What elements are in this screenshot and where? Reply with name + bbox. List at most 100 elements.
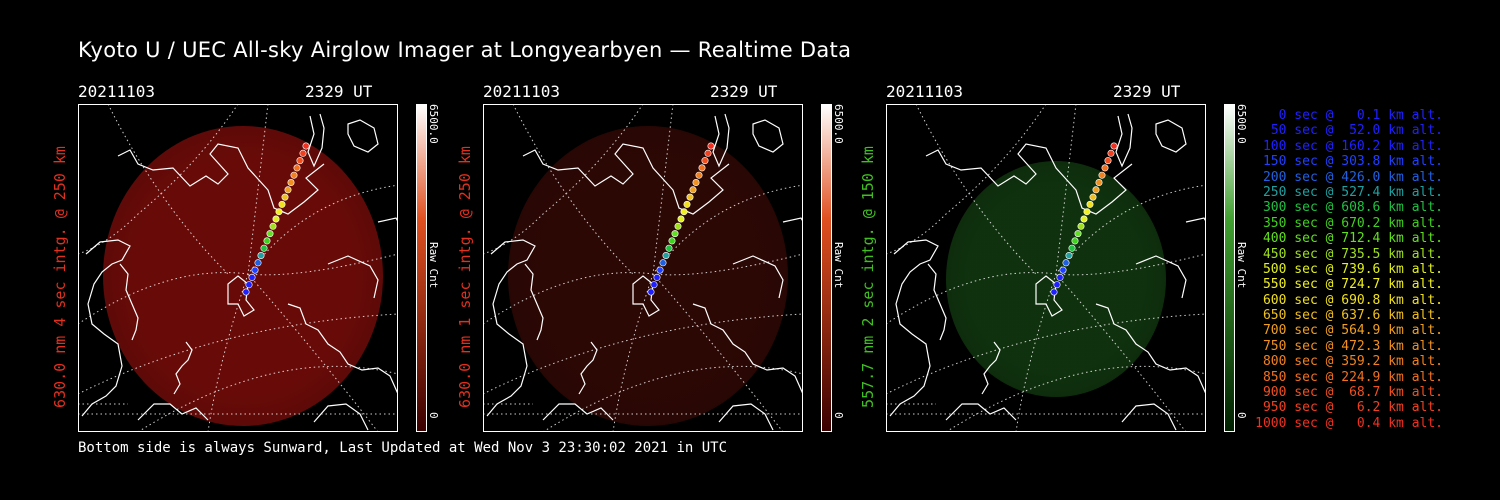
- coastline-segment: [945, 403, 1017, 421]
- coastline-segment: [486, 239, 536, 417]
- trajectory-point: [1092, 186, 1100, 194]
- trajectory-point: [1068, 244, 1076, 252]
- trajectory-point: [278, 200, 286, 208]
- coastline-segment: [752, 119, 784, 153]
- coastline-segment: [981, 341, 1001, 395]
- grid-line: [886, 104, 1047, 255]
- trajectory-point: [302, 142, 310, 150]
- coastline-segment: [137, 403, 209, 421]
- allsky-image: [886, 104, 1206, 432]
- legend-entry: 800 sec @ 359.2 km alt.: [1262, 354, 1443, 370]
- coastline: [81, 113, 398, 431]
- trajectory-point: [254, 259, 262, 267]
- trajectory-point: [701, 157, 709, 165]
- colorbar-min-label-text: 0: [1235, 412, 1248, 419]
- colorbar-unit-label: Raw Cnt: [1234, 242, 1250, 302]
- trajectory-point: [1083, 208, 1091, 216]
- grid-line: [945, 365, 1206, 432]
- trajectory-point: [707, 142, 715, 150]
- trajectory-point: [659, 259, 667, 267]
- legend-entry: 250 sec @ 527.4 km alt.: [1262, 184, 1443, 200]
- trajectory-point: [287, 179, 295, 187]
- grid-line: [78, 313, 398, 395]
- trajectory-point: [1101, 164, 1109, 172]
- grid-line: [1055, 184, 1206, 275]
- trajectory-point: [266, 230, 274, 238]
- wavelength-label-text: 557.7 nm 2 sec intg. @ 150 km: [859, 146, 877, 408]
- airglow-field: [508, 126, 788, 426]
- coastline-segment: [522, 143, 730, 215]
- image-frame: [886, 104, 1206, 432]
- panel-wavelength-label: 557.7 nm 2 sec intg. @ 150 km: [856, 102, 880, 452]
- legend-entry: 350 sec @ 670.2 km alt.: [1262, 215, 1443, 231]
- coastline-segment: [287, 303, 398, 398]
- coastline-segment: [1035, 275, 1063, 317]
- legend-entry: 550 sec @ 724.7 km alt.: [1262, 277, 1443, 293]
- colorbar-unit-label-text: Raw Cnt: [832, 242, 845, 289]
- allsky-image: [483, 104, 803, 432]
- grid-line: [652, 273, 784, 432]
- coastline-segment: [925, 143, 1133, 215]
- trajectory-point: [647, 288, 655, 296]
- trajectory-point: [269, 222, 277, 230]
- coastline-segment: [227, 275, 255, 317]
- image-frame: [78, 104, 398, 432]
- trajectory-point: [683, 200, 691, 208]
- trajectory-point: [263, 237, 271, 245]
- trajectory-point: [677, 215, 685, 223]
- panel-wavelength-label: 630.0 nm 4 sec intg. @ 250 km: [48, 102, 72, 452]
- legend-entry: 100 sec @ 160.2 km alt.: [1262, 138, 1443, 154]
- legend-entry: 750 sec @ 472.3 km alt.: [1262, 338, 1443, 354]
- airglow-panel: 20211103 2329 UT 630.0 nm 1 sec intg. @ 25…: [456, 82, 883, 432]
- trajectory-point: [1056, 273, 1064, 281]
- legend-entry: 0 sec @ 0.1 km alt.: [1278, 108, 1443, 123]
- coastline: [889, 113, 1206, 431]
- trajectory-legend: 0 sec @ 0.1 km alt. 50 sec @ 52.0 km alt.…: [1250, 108, 1443, 431]
- legend-entry: 400 sec @ 712.4 km alt.: [1262, 231, 1443, 247]
- legend-entry: 900 sec @ 68.7 km alt.: [1262, 385, 1443, 401]
- coastline-segment: [1121, 403, 1177, 431]
- trajectory-point: [1059, 266, 1067, 274]
- trajectory-point: [260, 244, 268, 252]
- coastline-segment: [889, 239, 939, 417]
- coastline-segment: [542, 403, 614, 421]
- coastline-segment: [313, 403, 369, 431]
- trajectory-point: [674, 222, 682, 230]
- colorbar-max-label: 6500.0: [426, 104, 442, 164]
- coastline-segment: [712, 113, 730, 168]
- colorbar-max-label: 6500.0: [831, 104, 847, 164]
- trajectory-point: [299, 149, 307, 157]
- coastline-segment: [81, 239, 131, 417]
- colorbar-max-label-text: 6500.0: [1235, 104, 1248, 144]
- grid-line: [137, 365, 398, 432]
- panel-date: 20211103: [78, 82, 156, 101]
- colorbar-max-label-text: 6500.0: [832, 104, 845, 144]
- colorbar: [821, 104, 832, 432]
- coastline-segment: [307, 113, 325, 168]
- legend-entry: 500 sec @ 739.6 km alt.: [1262, 261, 1443, 277]
- trajectory-point: [692, 179, 700, 187]
- trajectory-point: [257, 252, 265, 260]
- trajectory-point: [686, 193, 694, 201]
- panel-time: 2329 UT: [1113, 82, 1181, 101]
- airglow-panel: 20211103 2329 UT 557.7 nm 2 sec intg. @ 15…: [859, 82, 1286, 432]
- coastline-segment: [347, 119, 379, 153]
- legend-entry: 650 sec @ 637.6 km alt.: [1262, 308, 1443, 324]
- trajectory-point: [653, 273, 661, 281]
- panel-date: 20211103: [886, 82, 964, 101]
- update-status: Bottom side is always Sunward, Last Upda…: [78, 440, 728, 456]
- trajectory-point: [650, 281, 658, 289]
- grid-line: [78, 104, 239, 255]
- trajectory-point: [1053, 281, 1061, 289]
- coastline-segment: [732, 255, 784, 299]
- trajectory-point: [1062, 259, 1070, 267]
- trajectory-point: [1095, 179, 1103, 187]
- colorbar-max-label: 6500.0: [1234, 104, 1250, 164]
- trajectory-point: [290, 171, 298, 179]
- coastline-segment: [718, 403, 774, 431]
- colorbar-unit-label: Raw Cnt: [831, 242, 847, 302]
- trajectory-point: [293, 164, 301, 172]
- grid-line: [1055, 273, 1187, 432]
- grid-line: [247, 273, 379, 432]
- coastline-segment: [1135, 255, 1187, 299]
